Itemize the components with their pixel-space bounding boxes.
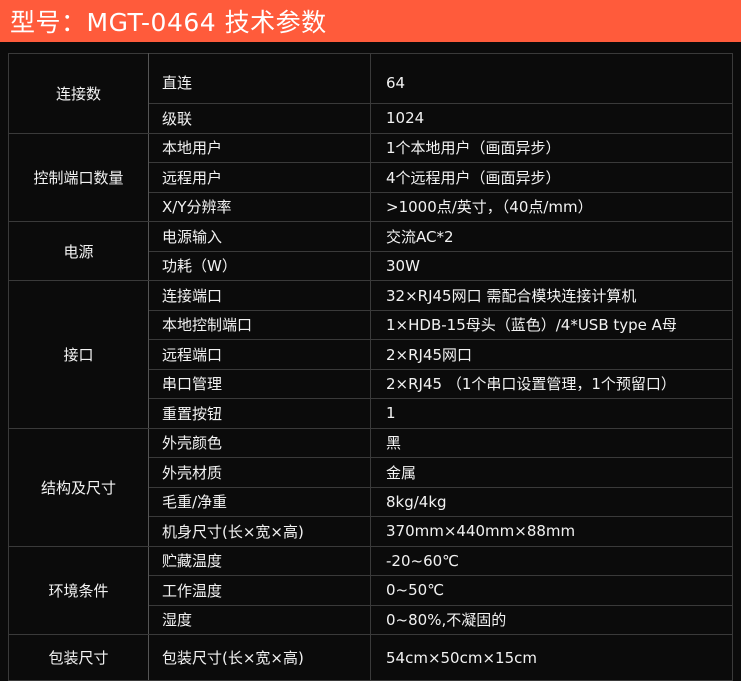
spec-value: 1个本地用户（画面异步）: [370, 132, 733, 163]
spec-label: 远程端口: [148, 339, 371, 370]
spec-label: 外壳颜色: [148, 427, 371, 458]
table-row: 毛重/净重 8kg/4kg: [9, 486, 733, 517]
spec-value: 30W: [370, 250, 733, 281]
spec-value: 0~50℃: [370, 575, 733, 606]
spec-label: 直连: [148, 53, 371, 104]
spec-label: 湿度: [148, 604, 371, 635]
spec-label: 机身尺寸(长×宽×高): [148, 516, 371, 547]
spec-label: 本地用户: [148, 132, 371, 163]
spec-value: 2×RJ45网口: [370, 339, 733, 370]
spec-value: 2×RJ45 （1个串口设置管理，1个预留口）: [370, 368, 733, 399]
spec-label: 级联: [148, 103, 371, 134]
table-row: 环境条件 贮藏温度 -20~60℃: [8, 545, 733, 635]
spec-value: 370mm×440mm×88mm: [370, 516, 733, 547]
group-label: 控制端口数量: [8, 132, 149, 222]
group-label: 包装尺寸: [8, 634, 149, 681]
spec-label: 远程用户: [148, 162, 371, 193]
table-row: 串口管理 2×RJ45 （1个串口设置管理，1个预留口）: [9, 368, 733, 399]
page-title: 型号：MGT-0464 技术参数: [10, 8, 327, 37]
group-label: 结构及尺寸: [8, 427, 149, 547]
spec-value: 64: [370, 53, 733, 104]
spec-value: -20~60℃: [370, 545, 733, 576]
spec-value: 黑: [370, 427, 733, 458]
spec-label: 本地控制端口: [148, 309, 371, 340]
group-label: 环境条件: [8, 545, 149, 635]
table-row: 远程端口 2×RJ45网口: [9, 339, 733, 370]
spec-value: 1: [370, 398, 733, 429]
spec-label: 外壳材质: [148, 457, 371, 488]
spec-value: 1×HDB-15母头（蓝色）/4*USB type A母: [370, 309, 733, 340]
title-bar: 型号：MGT-0464 技术参数: [0, 0, 741, 42]
table-row: X/Y分辨率 >1000点/英寸，（40点/mm）: [9, 191, 733, 222]
table-row: 本地控制端口 1×HDB-15母头（蓝色）/4*USB type A母: [9, 309, 733, 340]
spec-label: 贮藏温度: [148, 545, 371, 576]
spec-label: 电源输入: [148, 221, 371, 252]
group-label: 接口: [8, 280, 149, 429]
spec-table: 连接数 直连 64 级联 1024 控制端口数量 本地用户 1个本地用户（画面异步） 远程用户 4…: [8, 53, 733, 681]
spec-value: 32×RJ45网口 需配合模块连接计算机: [370, 280, 733, 311]
spec-label: 重置按钮: [148, 398, 371, 429]
spec-label: X/Y分辨率: [148, 191, 371, 222]
spec-label: 功耗（W）: [148, 250, 371, 281]
table-row: 结构及尺寸 外壳颜色黑: [8, 427, 733, 547]
spec-label: 工作温度: [148, 575, 371, 606]
table-row: 接口 连接端口 32×RJ45网口 需配合模块连接计算机: [8, 280, 733, 429]
group-label: 连接数: [8, 53, 149, 134]
table-row: 外壳材质 金属: [9, 457, 733, 488]
table-row: 连接数 直连 64: [8, 53, 733, 134]
spec-value: 4个远程用户（画面异步）: [370, 162, 733, 193]
spec-label: 串口管理: [148, 368, 371, 399]
group-label: 电源: [8, 221, 149, 281]
spec-value: 8kg/4kg: [370, 486, 733, 517]
spec-label: 毛重/净重: [148, 486, 371, 517]
spec-value: 0~80%,不凝固的: [370, 604, 733, 635]
spec-value: 交流AC*2: [370, 221, 733, 252]
table-row: 重置按钮 1: [9, 398, 733, 429]
spec-value: >1000点/英寸，（40点/mm）: [370, 191, 733, 222]
table-row: 功耗（W） 30W: [9, 250, 733, 281]
table-row: 控制端口数量 本地用户 1个本地用户（画面异步）: [8, 132, 733, 222]
spec-value: 1024: [370, 103, 733, 134]
table-row: 级联 1024: [9, 103, 733, 134]
table-row: 电源 电源输入 交流AC*2: [8, 221, 733, 281]
spec-value: 54cm×50cm×15cm: [370, 634, 733, 681]
spec-value: 金属: [370, 457, 733, 488]
spec-label: 连接端口: [148, 280, 371, 311]
table-row: 远程用户 4个远程用户（画面异步）: [9, 162, 733, 193]
